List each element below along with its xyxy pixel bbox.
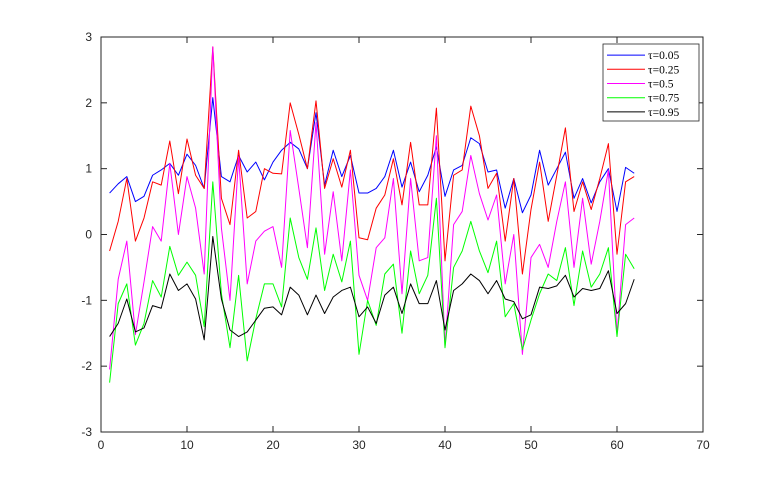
- x-axis-ticks: 0 10 20 30 40 50 60 70: [98, 37, 710, 452]
- y-tick-label: -3: [81, 425, 92, 439]
- x-tick-label: 30: [352, 438, 366, 452]
- series-line-0: [109, 97, 635, 214]
- y-tick-label: 1: [85, 162, 92, 176]
- series-line-2: [109, 46, 635, 370]
- y-tick-label: -2: [81, 359, 92, 373]
- x-tick-label: 20: [266, 438, 280, 452]
- y-tick-label: 0: [85, 228, 92, 242]
- legend-box: [602, 43, 700, 122]
- series-layer: [109, 46, 635, 383]
- x-tick-label: 50: [524, 438, 538, 452]
- x-tick-label: 70: [696, 438, 710, 452]
- x-tick-label: 40: [438, 438, 452, 452]
- y-tick-label: 2: [85, 96, 92, 110]
- x-tick-label: 0: [98, 438, 105, 452]
- series-line-1: [109, 46, 635, 275]
- legend-label-3: τ=0.75: [648, 93, 679, 105]
- y-axis-ticks: -3 -2 -1 0 1 2 3: [81, 30, 703, 439]
- series-line-4: [109, 235, 635, 341]
- legend: τ=0.05 τ=0.25 τ=0.5 τ=0.75 τ=0.95: [602, 43, 700, 122]
- legend-label-2: τ=0.5: [648, 79, 674, 91]
- legend-label-0: τ=0.05: [648, 50, 679, 62]
- x-tick-label: 60: [610, 438, 624, 452]
- series-line-3: [109, 181, 635, 383]
- legend-label-4: τ=0.95: [648, 107, 679, 119]
- y-tick-label: -1: [81, 293, 92, 307]
- x-tick-label: 10: [180, 438, 194, 452]
- legend-label-1: τ=0.25: [648, 64, 679, 76]
- y-tick-label: 3: [85, 30, 92, 44]
